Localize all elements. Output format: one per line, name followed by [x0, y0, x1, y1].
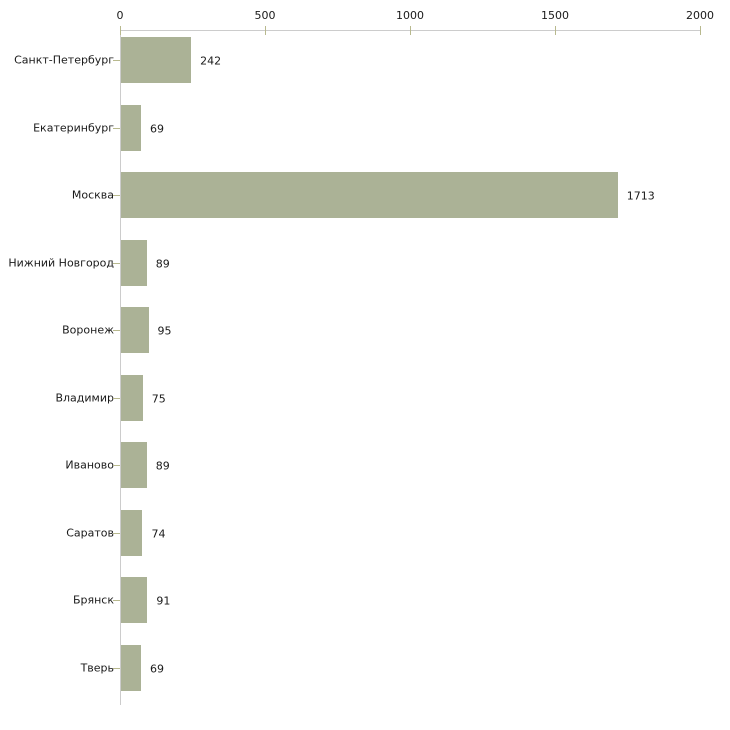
bar — [121, 37, 192, 83]
value-label: 95 — [157, 324, 172, 338]
category-label: Саратов — [66, 526, 114, 539]
category-tick — [113, 127, 120, 129]
bar — [121, 307, 149, 353]
category-label: Тверь — [80, 661, 114, 674]
category-tick — [113, 195, 120, 196]
category-tick — [113, 330, 120, 331]
bar — [121, 172, 618, 218]
category-label: Брянск — [72, 593, 114, 607]
category-label: Москва — [71, 188, 114, 202]
x-tick-mark — [700, 26, 701, 35]
bar — [121, 644, 141, 691]
x-tick-label: 500 — [254, 9, 276, 22]
x-tick-mark — [265, 26, 266, 35]
bar — [121, 104, 141, 151]
x-tick-label: 1000 — [396, 9, 424, 22]
category-label: Екатеринбург — [33, 121, 114, 134]
bar — [121, 442, 147, 488]
category-tick — [113, 465, 120, 466]
category-tick — [113, 397, 120, 399]
value-label: 89 — [155, 459, 170, 473]
value-label: 1713 — [626, 189, 655, 203]
bar — [121, 374, 143, 421]
category-label: Воронеж — [62, 323, 114, 337]
x-tick-label: 2000 — [686, 9, 714, 22]
x-tick-mark — [410, 26, 411, 35]
value-label: 242 — [200, 54, 222, 68]
category-tick — [113, 532, 120, 534]
category-label: Владимир — [55, 391, 114, 404]
bar — [121, 509, 143, 556]
bar — [121, 577, 148, 623]
value-label: 75 — [151, 392, 166, 405]
category-label: Иваново — [65, 458, 114, 472]
value-label: 69 — [150, 122, 164, 135]
value-label: 91 — [156, 594, 171, 608]
category-tick — [113, 60, 120, 61]
value-label: 69 — [150, 662, 164, 675]
x-tick-mark — [555, 26, 556, 35]
category-tick — [113, 600, 120, 601]
value-label: 89 — [155, 257, 170, 270]
bar — [121, 239, 147, 286]
value-label: 74 — [151, 527, 166, 540]
x-tick-label: 1500 — [541, 9, 569, 22]
x-tick-mark — [120, 26, 121, 35]
x-tick-label: 0 — [116, 9, 124, 22]
y-axis-line — [120, 30, 121, 705]
category-label: Санкт-Петербург — [14, 53, 114, 67]
category-tick — [113, 667, 120, 669]
category-label: Нижний Новгород — [8, 256, 114, 269]
category-tick — [113, 262, 120, 264]
